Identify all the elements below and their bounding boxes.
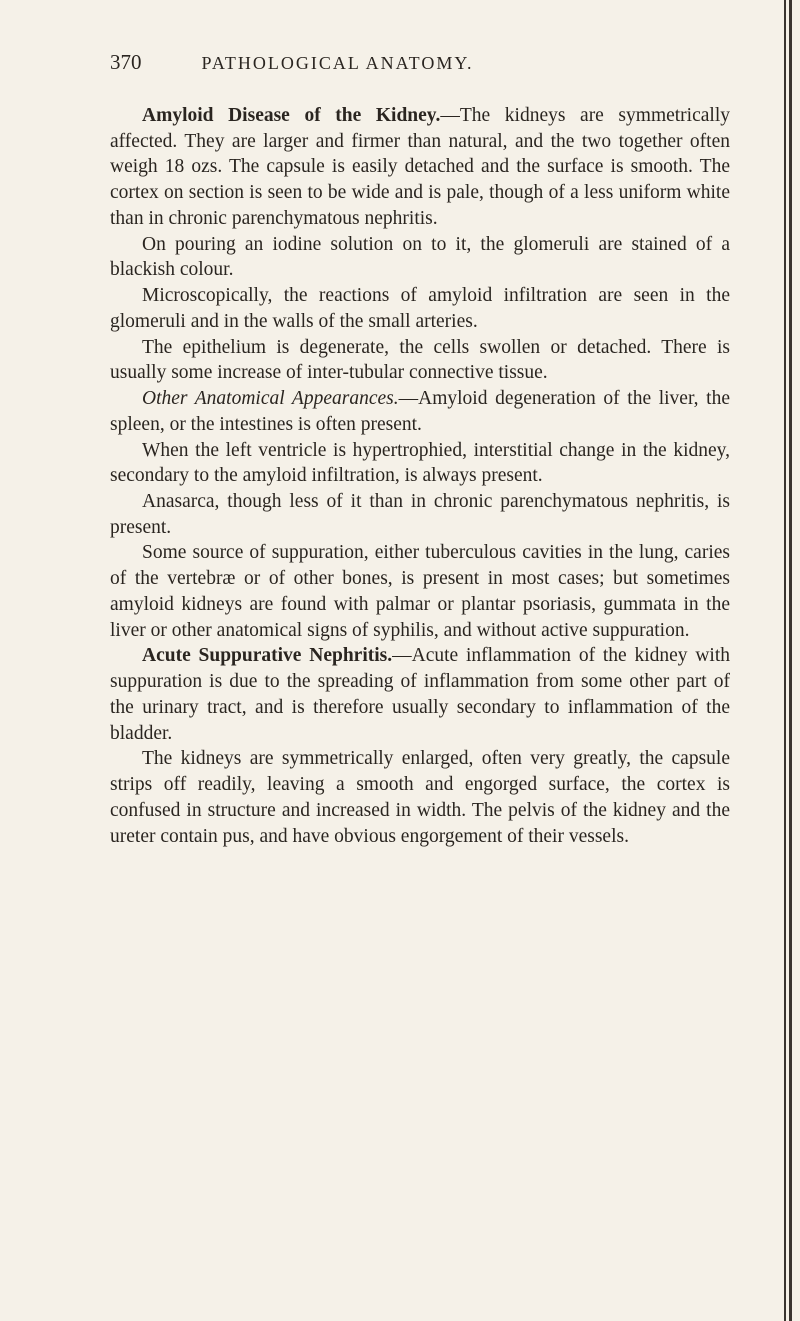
paragraph-6: When the left ventricle is hypertrophied… xyxy=(110,438,730,489)
paragraph-4: The epithelium is degenerate, the cells … xyxy=(110,335,730,386)
page-title: PATHOLOGICAL ANATOMY. xyxy=(202,53,474,74)
section-heading-acute-suppurative: Acute Suppurative Nephritis. xyxy=(142,645,392,666)
page-header: 370 PATHOLOGICAL ANATOMY. xyxy=(110,50,730,75)
subheading-other-anatomical: Other Anatomical Appearances. xyxy=(142,388,399,409)
page-border-decoration xyxy=(784,0,792,1321)
paragraph-2: On pouring an iodine solution on to it, … xyxy=(110,232,730,283)
page-number: 370 xyxy=(110,50,142,75)
paragraph-7: Anasarca, though less of it than in chro… xyxy=(110,489,730,540)
section-heading-amyloid: Amyloid Disease of the Kidney. xyxy=(142,105,440,126)
paragraph-1: Amyloid Disease of the Kidney.—The kidne… xyxy=(110,103,730,232)
paragraph-8: Some source of suppuration, either tuber… xyxy=(110,540,730,643)
paragraph-3: Microscopically, the reactions of amyloi… xyxy=(110,283,730,334)
page-content: Amyloid Disease of the Kidney.—The kidne… xyxy=(110,103,730,849)
paragraph-5: Other Anatomical Appearances.—Amyloid de… xyxy=(110,386,730,437)
paragraph-10: The kidneys are symmetrically enlarged, … xyxy=(110,746,730,849)
paragraph-9: Acute Suppurative Nephritis.—Acute infla… xyxy=(110,643,730,746)
